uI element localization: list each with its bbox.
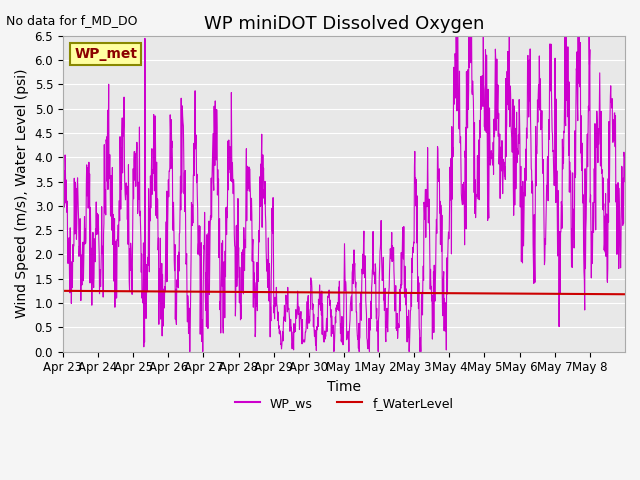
- Line: f_WaterLevel: f_WaterLevel: [63, 291, 625, 294]
- Line: WP_ws: WP_ws: [63, 31, 625, 351]
- WP_ws: [186, 348, 193, 354]
- WP_ws: [330, 329, 337, 335]
- f_WaterLevel: [621, 291, 629, 297]
- WP_ws: [147, 205, 155, 211]
- f_WaterLevel: [330, 289, 337, 295]
- WP_ws: [559, 160, 567, 166]
- WP_ws: [614, 212, 622, 218]
- f_WaterLevel: [559, 291, 566, 297]
- f_WaterLevel: [319, 289, 326, 295]
- f_WaterLevel: [59, 288, 67, 294]
- WP_ws: [477, 107, 485, 112]
- WP_ws: [59, 215, 67, 221]
- Y-axis label: Wind Speed (m/s), Water Level (psi): Wind Speed (m/s), Water Level (psi): [15, 69, 29, 319]
- Legend: WP_ws, f_WaterLevel: WP_ws, f_WaterLevel: [230, 392, 458, 415]
- f_WaterLevel: [147, 288, 155, 294]
- Text: No data for f_MD_DO: No data for f_MD_DO: [6, 14, 138, 27]
- WP_ws: [621, 179, 629, 185]
- f_WaterLevel: [477, 290, 484, 296]
- WP_ws: [319, 322, 327, 327]
- X-axis label: Time: Time: [327, 380, 361, 394]
- Title: WP miniDOT Dissolved Oxygen: WP miniDOT Dissolved Oxygen: [204, 15, 484, 33]
- WP_ws: [465, 28, 473, 34]
- f_WaterLevel: [614, 291, 621, 297]
- Text: WP_met: WP_met: [74, 47, 137, 61]
